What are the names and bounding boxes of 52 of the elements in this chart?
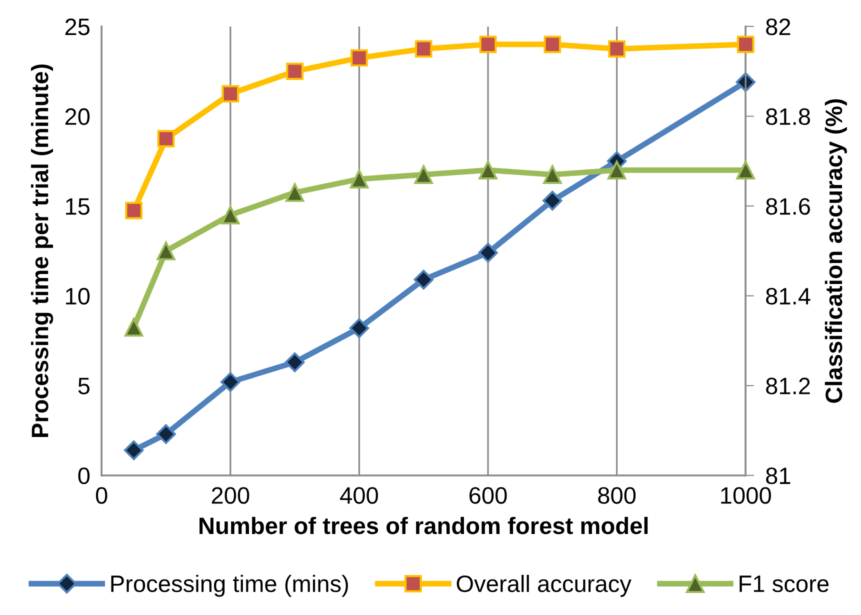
point [542, 190, 562, 211]
y2-tick-label: 81.4 [766, 288, 810, 305]
point [543, 165, 562, 184]
y-tick-label: 5 [78, 378, 90, 394]
y-tick-label: 0 [78, 467, 90, 484]
y-tick-label: 25 [65, 18, 90, 36]
point [286, 62, 304, 80]
point [220, 372, 240, 392]
x-tick-label: 200 [212, 487, 250, 504]
point [285, 183, 304, 202]
x-tick-label: 800 [598, 487, 636, 504]
point [350, 170, 369, 188]
point [349, 318, 370, 338]
x-tick-label: 1000 [721, 487, 771, 504]
point [156, 424, 176, 444]
legend-label: Overall accuracy [456, 574, 632, 597]
point [221, 206, 240, 224]
legend-label: F1 score [740, 576, 829, 592]
y-axis-title: Processing time per trial (minute) [31, 64, 54, 437]
point [157, 130, 175, 148]
point [414, 165, 433, 184]
point [350, 49, 368, 67]
y2-axis-title: Classification accuracy (%) [824, 99, 847, 403]
y2-tick-label: 81.8 [766, 108, 810, 126]
point [608, 40, 626, 58]
x-tick-label: 400 [340, 487, 378, 504]
point [124, 318, 144, 337]
point [284, 352, 305, 372]
y-tick-label: 20 [65, 108, 90, 126]
point [544, 36, 562, 54]
point [125, 202, 142, 220]
point [414, 270, 434, 290]
x-tick-label: 0 [96, 487, 108, 504]
point [156, 242, 176, 260]
y2-tick-label: 81.6 [766, 198, 810, 215]
legend-label: Processing time (mins) [111, 574, 348, 597]
point [222, 85, 240, 102]
point [736, 160, 756, 180]
point [607, 160, 626, 180]
point [478, 160, 498, 180]
x-axis-title: Number of trees of random forest model [200, 516, 648, 534]
point [736, 36, 754, 54]
y2-tick-label: 82 [766, 18, 790, 36]
y2-tick-label: 81 [766, 467, 790, 484]
y2-tick-label: 81.2 [766, 378, 810, 394]
point [124, 440, 144, 460]
y-tick-label: 10 [66, 288, 90, 305]
x-tick-label: 600 [470, 487, 507, 504]
point [478, 242, 498, 263]
point [479, 36, 497, 54]
point [414, 40, 432, 58]
y-tick-label: 15 [66, 198, 90, 215]
